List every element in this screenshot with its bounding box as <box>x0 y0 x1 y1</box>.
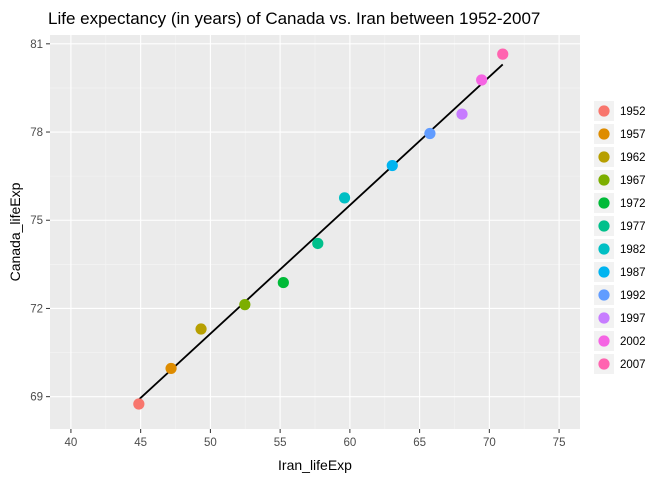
data-point-1957 <box>165 362 177 375</box>
x-tick-label: 75 <box>553 437 566 449</box>
legend-label: 2002 <box>620 336 646 348</box>
y-axis: 69 72 75 78 81 <box>30 39 50 404</box>
legend-label: 1987 <box>620 267 646 279</box>
data-point-2002 <box>476 74 488 86</box>
y-tick-label: 81 <box>30 39 43 51</box>
x-tick-label: 50 <box>204 437 217 449</box>
fit-line-group <box>138 63 504 401</box>
chart-title: Life expectancy (in years) of Canada vs.… <box>48 9 540 28</box>
data-point-1972 <box>277 276 289 289</box>
legend-swatch <box>598 128 610 140</box>
data-point-1977 <box>312 237 324 250</box>
data-point-1992 <box>424 127 436 140</box>
x-axis-title: Iran_lifeExp <box>278 457 352 473</box>
data-point-1987 <box>386 159 398 172</box>
legend-swatch <box>598 197 610 209</box>
data-point-1997 <box>456 108 468 120</box>
x-tick-label: 65 <box>413 437 426 449</box>
y-tick-label: 78 <box>30 127 43 139</box>
legend-swatch <box>598 105 610 117</box>
y-tick-label: 75 <box>30 215 43 227</box>
legend-label: 1977 <box>620 221 646 233</box>
x-tick-label: 45 <box>134 437 147 449</box>
minor-gridlines <box>50 35 580 429</box>
x-tick-label: 55 <box>274 437 287 449</box>
data-points <box>133 48 509 410</box>
data-point-1982 <box>338 192 351 204</box>
data-point-1952 <box>133 398 145 410</box>
legend: 1952 1957 1962 1967 1972 1977 1982 1987 1992 1997… <box>590 98 646 378</box>
x-tick-label: 60 <box>343 437 356 449</box>
legend-label: 1972 <box>620 198 646 210</box>
x-tick-label: 40 <box>65 437 78 449</box>
legend-swatch <box>598 312 610 324</box>
fit-line <box>138 63 504 401</box>
legend-swatch <box>598 151 610 163</box>
legend-swatch <box>598 243 610 255</box>
legend-label: 1982 <box>620 244 646 256</box>
legend-swatch <box>598 335 610 347</box>
legend-label: 1952 <box>620 106 646 118</box>
legend-swatch <box>598 220 610 232</box>
data-point-1967 <box>239 299 251 311</box>
legend-label: 1962 <box>620 152 646 164</box>
legend-swatch <box>598 358 610 370</box>
y-tick-label: 69 <box>30 392 43 404</box>
data-point-2007 <box>497 48 509 60</box>
legend-swatch <box>598 289 610 301</box>
legend-label: 1992 <box>620 290 646 302</box>
legend-label: 1957 <box>620 129 646 141</box>
x-tick-label: 70 <box>483 437 496 449</box>
legend-swatch <box>598 174 610 186</box>
y-axis-title: Canada_lifeExp <box>7 182 23 281</box>
legend-label: 1967 <box>620 175 646 187</box>
legend-label: 1997 <box>620 313 646 325</box>
major-gridlines <box>50 35 580 429</box>
x-axis: 40 45 50 55 60 65 70 75 <box>65 429 566 449</box>
y-tick-label: 72 <box>30 303 43 315</box>
legend-label: 2007 <box>620 359 646 371</box>
data-point-1962 <box>195 323 207 335</box>
legend-swatch <box>598 266 610 278</box>
